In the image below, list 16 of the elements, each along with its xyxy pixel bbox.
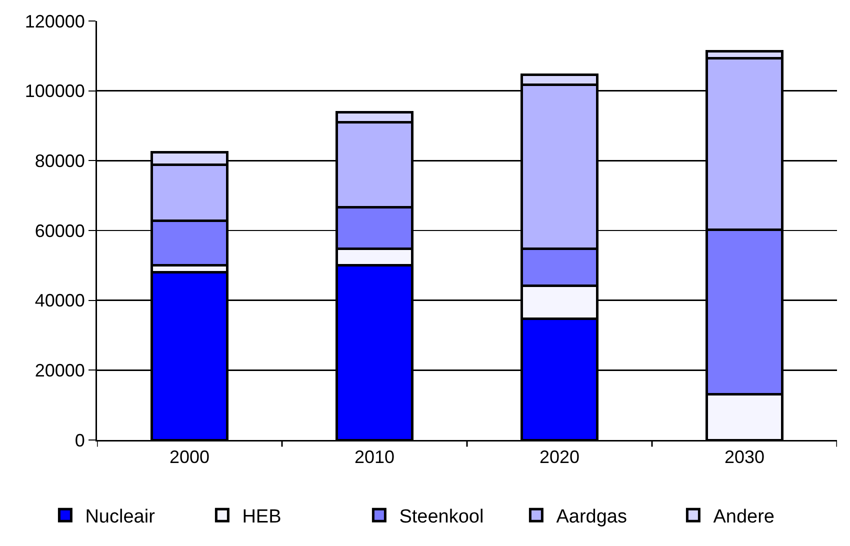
- legend-label: Aardgas: [556, 506, 627, 528]
- legend-label: Andere: [713, 506, 774, 528]
- x-tick-label: 2010: [354, 447, 395, 468]
- legend-label: Steenkool: [399, 506, 484, 528]
- x-tick-label: 2030: [724, 447, 765, 468]
- x-tick-label: 2000: [169, 447, 210, 468]
- y-tick-label: 0: [74, 430, 85, 450]
- x-tick-label: 2020: [539, 447, 580, 468]
- y-tick-label: 80000: [34, 150, 85, 171]
- y-tick-label: 20000: [34, 360, 85, 380]
- legend-label: HEB: [242, 506, 282, 528]
- y-tick-label: 100000: [24, 81, 85, 102]
- legend-label: Nucleair: [85, 506, 156, 528]
- y-tick-label: 40000: [34, 290, 85, 311]
- y-tick-label: 60000: [34, 220, 85, 241]
- y-tick-label: 120000: [24, 11, 85, 32]
